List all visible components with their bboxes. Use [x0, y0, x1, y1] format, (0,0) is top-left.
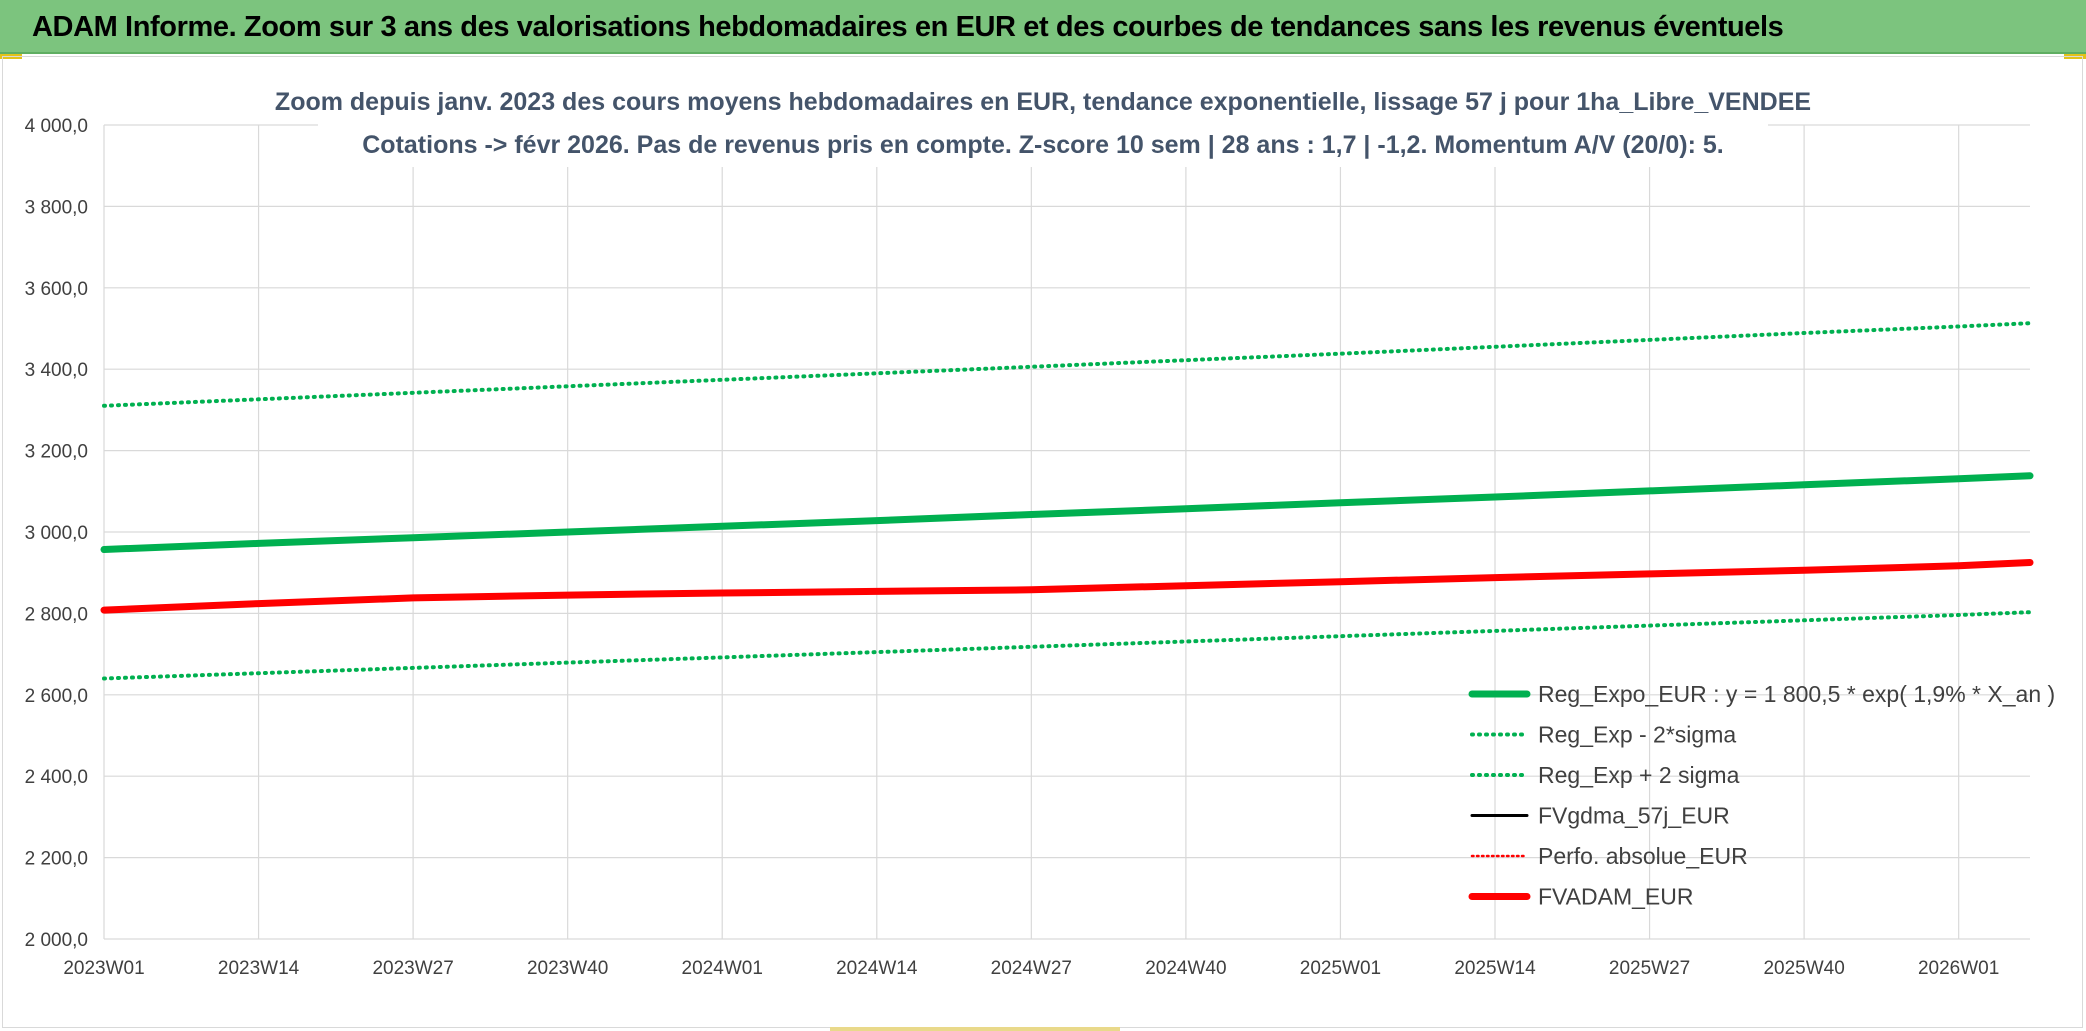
chart-subtitle: Cotations -> févr 2026. Pas de revenus p… — [362, 131, 1723, 159]
y-tick-label: 3 600,0 — [25, 279, 88, 300]
x-tick-label: 2024W27 — [991, 958, 1072, 979]
y-tick-label: 2 800,0 — [25, 604, 88, 625]
legend-label: Perfo. absolue_EUR — [1538, 843, 1748, 869]
legend-label: Reg_Expo_EUR : y = 1 800,5 * exp( 1,9% *… — [1538, 681, 2055, 707]
y-tick-label: 2 200,0 — [25, 849, 88, 870]
y-tick-label: 3 200,0 — [25, 442, 88, 463]
x-tick-label: 2025W01 — [1300, 958, 1381, 979]
x-tick-label: 2024W01 — [682, 958, 763, 979]
y-tick-label: 3 800,0 — [25, 197, 88, 218]
x-tick-label: 2026W01 — [1918, 958, 1999, 979]
y-tick-label: 4 000,0 — [25, 116, 88, 137]
legend-label: FVgdma_57j_EUR — [1538, 803, 1730, 829]
y-tick-label: 2 400,0 — [25, 767, 88, 788]
series-line — [100, 472, 2034, 553]
legend-label: FVADAM_EUR — [1538, 884, 1694, 910]
title-background — [318, 83, 1768, 167]
x-tick-label: 2024W14 — [836, 958, 918, 979]
legend: Reg_Expo_EUR : y = 1 800,5 * exp( 1,9% *… — [1468, 681, 2055, 910]
x-tick-label: 2025W40 — [1763, 958, 1844, 979]
series-line — [102, 610, 2032, 681]
y-axis-tick-labels: 2 000,0 2 200,0 2 400,0 2 600,0 2 800,0 3 000… — [25, 116, 88, 951]
y-tick-label: 3 000,0 — [25, 523, 88, 544]
x-tick-label: 2024W40 — [1145, 958, 1226, 979]
legend-label: Reg_Exp + 2 sigma — [1538, 762, 1740, 788]
series-line — [102, 321, 2032, 408]
y-tick-label: 3 400,0 — [25, 360, 88, 381]
chart-title: Zoom depuis janv. 2023 des cours moyens … — [275, 88, 1811, 116]
x-tick-label: 2023W27 — [372, 958, 453, 979]
y-tick-label: 2 600,0 — [25, 686, 88, 707]
series-lines — [100, 321, 2034, 681]
x-tick-label: 2023W40 — [527, 958, 608, 979]
x-axis-tick-labels: 2023W01 2023W14 2023W27 2023W40 2024W01 2024W… — [63, 958, 1999, 979]
report-title: ADAM Informe. Zoom sur 3 ans des valoris… — [32, 11, 1784, 43]
legend-label: Reg_Exp - 2*sigma — [1538, 722, 1736, 748]
y-tick-label: 2 000,0 — [25, 930, 88, 951]
x-tick-label: 2025W27 — [1609, 958, 1690, 979]
series-line — [100, 559, 2034, 614]
report-banner: ADAM Informe. Zoom sur 3 ans des valoris… — [0, 0, 2086, 54]
x-tick-label: 2023W14 — [218, 958, 300, 979]
x-tick-label: 2025W14 — [1454, 958, 1536, 979]
x-tick-label: 2023W01 — [63, 958, 144, 979]
grid-lines — [103, 124, 2030, 940]
bottom-accent-bar — [830, 1027, 1120, 1031]
